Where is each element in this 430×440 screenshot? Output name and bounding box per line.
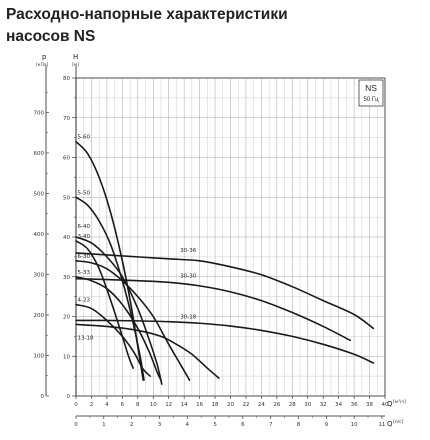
- tick-label-h: 40: [63, 235, 70, 241]
- tick-label-q-ls: 11: [378, 422, 385, 428]
- curve-label-5-50: 5-50: [78, 190, 91, 196]
- curve-label-3-40: 3-40: [78, 234, 91, 240]
- tick-label-q-m3h: 34: [335, 402, 342, 408]
- tick-label-q-m3h: 12: [165, 402, 172, 408]
- tick-label-q-m3h: 10: [150, 402, 157, 408]
- tick-label-q-m3h: 22: [242, 402, 249, 408]
- tick-label-q-ls: 10: [351, 422, 358, 428]
- curve-label-6-30: 6-30: [78, 254, 91, 260]
- curve-30-30: [75, 277, 352, 342]
- tick-label-q-ls: 6: [241, 422, 245, 428]
- legend-box: NS 50 Гц: [358, 79, 384, 107]
- tick-labels: 010203040506070800100200300400500600700p…: [34, 53, 407, 428]
- tick-label-q-m3h: 0: [74, 402, 78, 408]
- tick-label-h: 60: [63, 156, 70, 162]
- tick-label-h: 30: [63, 275, 70, 281]
- axis-symbol-q-m3h: Q: [387, 400, 393, 408]
- curve-30-18: [75, 319, 375, 364]
- axis-symbol-h: H: [73, 53, 78, 61]
- curve-30-36: [75, 252, 375, 330]
- curve-label-4-23: 4-23: [78, 298, 91, 304]
- tick-label-q-ls: 4: [186, 422, 190, 428]
- curve-4-23: [75, 303, 151, 377]
- curve-6-30: [75, 260, 191, 381]
- curve-3-40: [75, 240, 134, 369]
- tick-label-q-ls: 8: [297, 422, 301, 428]
- curve-label-6-40: 6-40: [78, 224, 91, 230]
- chart-title-line-2: насосов NS: [6, 28, 96, 45]
- tick-label-q-ls: 3: [158, 422, 162, 428]
- tick-label-q-m3h: 20: [227, 402, 234, 408]
- legend-title: NS: [365, 83, 377, 93]
- tick-label-q-m3h: 30: [304, 402, 311, 408]
- tick-label-q-m3h: 16: [196, 402, 203, 408]
- curve-label-5-33: 5-33: [78, 270, 91, 276]
- tick-label-h: 0: [67, 394, 71, 400]
- tick-label-q-m3h: 36: [351, 402, 358, 408]
- curve-5-50: [75, 196, 145, 381]
- curves: [75, 140, 375, 385]
- tick-label-q-m3h: 32: [320, 402, 327, 408]
- curve-5-33: [75, 275, 162, 381]
- legend-subtitle: 50 Гц: [363, 97, 379, 103]
- tick-label-p: 700: [34, 110, 45, 116]
- axis-unit-q-ls: [л/с]: [393, 419, 404, 425]
- tick-label-q-ls: 9: [325, 422, 329, 428]
- tick-label-h: 70: [63, 116, 70, 122]
- tick-label-q-m3h: 38: [366, 402, 373, 408]
- axis-unit-p: [кПа]: [36, 62, 49, 68]
- tick-label-p: 300: [34, 272, 45, 278]
- tick-label-q-m3h: 24: [258, 402, 265, 408]
- curve-labels: 5-60 5-50 6-40 3-40 6-30 5-33 4-23 13-18 30-36 30…: [78, 135, 197, 342]
- axis-unit-q-m3h: [м³/ч]: [393, 399, 406, 405]
- curve-6-40: [75, 236, 163, 385]
- tick-label-p: 600: [34, 151, 45, 157]
- chart-title-line-1: Расходно-напорные характеристики: [6, 6, 288, 23]
- tick-label-h: 80: [63, 76, 70, 82]
- curve-label-30-30: 30-30: [180, 274, 196, 280]
- tick-label-p: 400: [34, 232, 45, 238]
- tick-label-q-ls: 2: [130, 422, 134, 428]
- tick-label-p: 0: [41, 394, 45, 400]
- tick-label-q-m3h: 18: [212, 402, 219, 408]
- tick-label-h: 20: [63, 315, 70, 321]
- tick-label-q-m3h: 8: [136, 402, 140, 408]
- tick-label-h: 10: [63, 354, 70, 360]
- tick-label-q-m3h: 26: [273, 402, 280, 408]
- curve-label-30-18: 30-18: [180, 315, 196, 321]
- axis-symbol-q-ls: Q: [387, 420, 393, 428]
- curve-label-30-36: 30-36: [180, 248, 196, 254]
- tick-label-q-m3h: 28: [289, 402, 296, 408]
- axis-unit-h: [м]: [72, 62, 79, 68]
- curve-label-13-18: 13-18: [78, 335, 94, 341]
- chart-title: Расходно-напорные характеристики насосов…: [6, 4, 426, 48]
- tick-label-q-m3h: 14: [181, 402, 188, 408]
- axes: [45, 66, 386, 419]
- tick-label-q-ls: 1: [102, 422, 106, 428]
- curve-label-5-60: 5-60: [78, 135, 91, 141]
- tick-label-p: 100: [34, 353, 45, 359]
- tick-label-h: 50: [63, 195, 70, 201]
- axis-symbol-p: p: [42, 53, 47, 61]
- tick-label-q-m3h: 40: [382, 402, 389, 408]
- legend-frame: [358, 79, 384, 107]
- tick-label-q-ls: 0: [74, 422, 78, 428]
- curve-13-18: [75, 323, 220, 379]
- tick-label-q-m3h: 6: [121, 402, 125, 408]
- tick-label-q-ls: 7: [269, 422, 273, 428]
- tick-label-p: 500: [34, 191, 45, 197]
- tick-label-p: 200: [34, 313, 45, 319]
- tick-label-q-ls: 5: [213, 422, 217, 428]
- tick-label-q-m3h: 2: [90, 402, 94, 408]
- tick-label-q-m3h: 4: [105, 402, 109, 408]
